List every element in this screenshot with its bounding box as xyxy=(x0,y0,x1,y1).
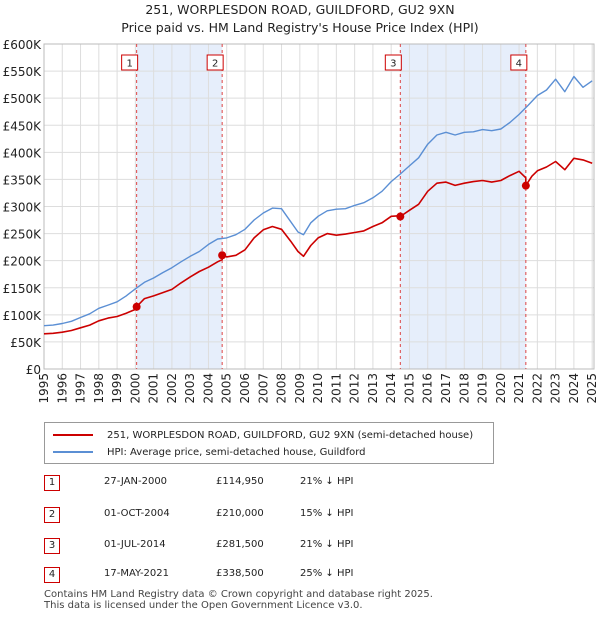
x-tick-label: 2005 xyxy=(220,373,234,404)
x-tick-label: 2010 xyxy=(311,373,325,404)
transaction-row: 1 27-JAN-2000 £114,950 21% ↓ HPI xyxy=(44,475,564,493)
x-tick-label: 1995 xyxy=(37,373,51,404)
transaction-hpi: 15% ↓ HPI xyxy=(300,508,354,519)
sale-label: 1 xyxy=(126,59,132,70)
transaction-row: 4 17-MAY-2021 £338,500 25% ↓ HPI xyxy=(44,567,564,585)
transaction-row: 3 01-JUL-2014 £281,500 21% ↓ HPI xyxy=(44,538,564,556)
x-tick-label: 1997 xyxy=(74,373,88,404)
transaction-number: 4 xyxy=(44,567,60,583)
x-tick-label: 2007 xyxy=(256,373,270,404)
x-tick-label: 2018 xyxy=(457,373,471,404)
x-tick-label: 1998 xyxy=(92,373,106,404)
x-tick-label: 2022 xyxy=(530,373,544,404)
x-tick-label: 2013 xyxy=(366,373,380,404)
transaction-price: £114,950 xyxy=(216,476,264,487)
sale-label-box xyxy=(384,54,402,71)
legend-swatch-blue xyxy=(53,451,93,453)
chart-title: 251, WORPLESDON ROAD, GUILDFORD, GU2 9XN xyxy=(145,2,455,17)
x-tick-label: 2019 xyxy=(476,373,490,404)
legend-swatch-red xyxy=(53,434,93,436)
y-tick-label: £500K xyxy=(3,92,43,106)
legend: 251, WORPLESDON ROAD, GUILDFORD, GU2 9XN… xyxy=(44,422,494,464)
transaction-hpi: 21% ↓ HPI xyxy=(300,539,354,550)
x-tick-label: 2003 xyxy=(183,373,197,404)
legend-label-hpi: HPI: Average price, semi-detached house,… xyxy=(107,446,366,458)
sale-label-box xyxy=(206,54,224,71)
y-tick-label: £50K xyxy=(10,336,42,350)
x-tick-label: 2006 xyxy=(238,373,252,404)
x-tick-label: 2015 xyxy=(402,373,416,404)
y-tick-label: £450K xyxy=(3,119,43,133)
y-tick-label: £600K xyxy=(3,38,43,52)
x-tick-label: 2002 xyxy=(165,373,179,404)
sale-point xyxy=(218,251,227,260)
sale-label-box xyxy=(121,54,139,71)
price-chart: £0 £50K £100K £150K £200K £250K £300K £350K £400… xyxy=(3,38,600,404)
x-tick-label: 2000 xyxy=(128,373,142,404)
x-tick-label: 2025 xyxy=(585,373,599,404)
transaction-date: 17-MAY-2021 xyxy=(104,568,170,579)
y-tick-label: £300K xyxy=(3,201,43,215)
x-tick-label: 2008 xyxy=(275,373,289,404)
x-tick-label: 2001 xyxy=(147,373,161,404)
x-tick-label: 2023 xyxy=(549,373,563,404)
transaction-date: 27-JAN-2000 xyxy=(104,476,168,487)
chart-subtitle: Price paid vs. HM Land Registry's House … xyxy=(121,20,479,35)
x-tick-label: 2017 xyxy=(439,373,453,404)
transaction-row: 2 01-OCT-2004 £210,000 15% ↓ HPI xyxy=(44,507,564,525)
x-tick-label: 2009 xyxy=(293,373,307,404)
transaction-number: 3 xyxy=(44,538,60,554)
y-tick-label: £200K xyxy=(3,255,43,269)
y-tick-label: £0 xyxy=(26,363,41,377)
sale-label-box xyxy=(510,54,528,71)
y-tick-label: £350K xyxy=(3,173,43,187)
x-tick-label: 1999 xyxy=(110,373,124,404)
sale-label: 4 xyxy=(516,59,522,70)
transaction-hpi: 25% ↓ HPI xyxy=(300,568,354,579)
plot-frame xyxy=(43,43,595,370)
sale-point xyxy=(132,302,141,311)
legend-label-property: 251, WORPLESDON ROAD, GUILDFORD, GU2 9XN… xyxy=(107,429,474,441)
sale-point xyxy=(396,212,405,221)
x-tick-label: 2014 xyxy=(384,373,398,404)
x-tick-label: 2011 xyxy=(329,373,343,404)
sale-label: 2 xyxy=(212,59,218,70)
transaction-price: £281,500 xyxy=(216,539,264,550)
x-tick-label: 2012 xyxy=(348,373,362,404)
transaction-number: 2 xyxy=(44,507,60,523)
y-tick-label: £250K xyxy=(3,228,43,242)
transaction-price: £338,500 xyxy=(216,568,264,579)
x-tick-label: 1996 xyxy=(55,373,69,404)
transaction-price: £210,000 xyxy=(216,508,264,519)
x-tick-label: 2020 xyxy=(494,373,508,404)
y-tick-label: £550K xyxy=(3,65,43,79)
transaction-date: 01-JUL-2014 xyxy=(104,539,166,550)
x-tick-label: 2004 xyxy=(201,373,215,404)
legend-item-property: 251, WORPLESDON ROAD, GUILDFORD, GU2 9XN… xyxy=(53,427,473,443)
x-tick-label: 2021 xyxy=(512,373,526,404)
transaction-number: 1 xyxy=(44,475,60,491)
x-tick-label: 2016 xyxy=(421,373,435,404)
legend-item-hpi: HPI: Average price, semi-detached house,… xyxy=(53,444,366,460)
footer: Contains HM Land Registry data © Crown c… xyxy=(44,589,433,611)
footer-license: This data is licensed under the Open Gov… xyxy=(44,600,363,611)
y-tick-label: £400K xyxy=(3,146,43,160)
hpi-line xyxy=(43,75,593,327)
footer-copyright: Contains HM Land Registry data © Crown c… xyxy=(44,589,433,600)
y-tick-label: £100K xyxy=(3,309,43,323)
x-tick-label: 2024 xyxy=(567,373,581,404)
sale-point xyxy=(521,181,530,190)
transaction-date: 01-OCT-2004 xyxy=(104,508,170,519)
transaction-hpi: 21% ↓ HPI xyxy=(300,476,354,487)
y-tick-label: £150K xyxy=(3,282,43,296)
sale-label: 3 xyxy=(390,59,396,70)
